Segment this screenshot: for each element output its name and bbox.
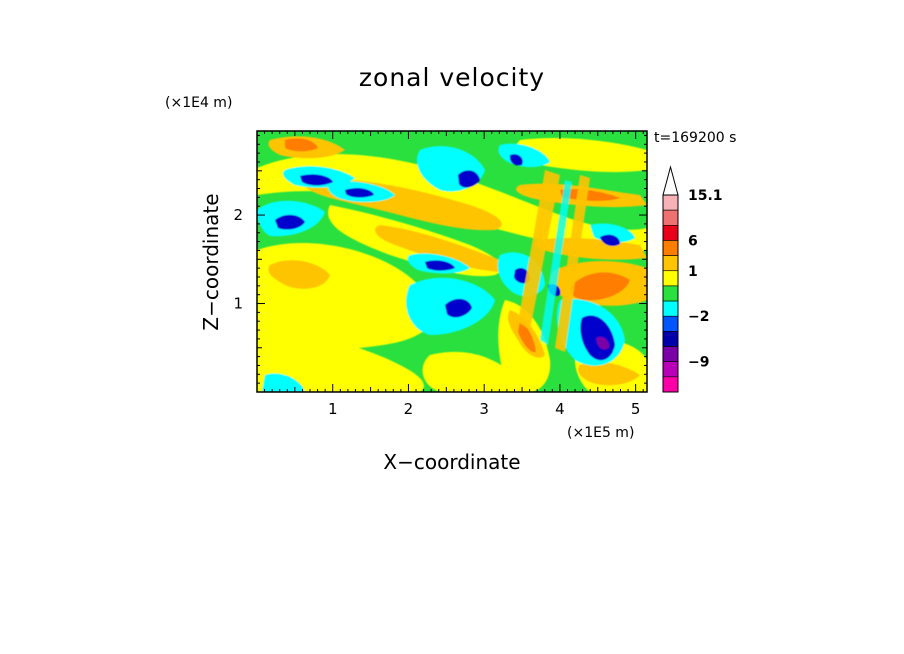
colorbar <box>662 165 679 393</box>
colorbar-swatch <box>662 331 679 347</box>
colorbar-swatch <box>662 346 679 362</box>
colorbar-swatch <box>662 270 679 287</box>
colorbar-swatch <box>662 361 679 378</box>
colorbar-swatch <box>662 376 679 393</box>
colorbar-extension <box>662 165 679 196</box>
x-axis-ticks: 1 2 3 4 5 <box>264 131 644 418</box>
plot-frame <box>256 130 648 393</box>
x-axis-unit: (×1E5 m) <box>567 425 634 441</box>
y-axis-unit: (×1E4 m) <box>165 95 232 111</box>
colorbar-swatch <box>662 209 679 226</box>
x-tick-label: 2 <box>404 400 414 418</box>
colorbar-frame <box>662 194 679 393</box>
x-tick-label: 3 <box>479 400 489 418</box>
x-tick-label: 4 <box>555 400 565 418</box>
y-axis-ticks: 12 <box>233 134 647 384</box>
colorbar-label: 6 <box>688 233 698 249</box>
y-axis-label: Z−coordinate <box>199 193 223 330</box>
colorbar-swatch <box>662 240 679 256</box>
colorbar-swatch <box>662 315 679 332</box>
colorbar-labels: 15.1 6 1 −2 −9 <box>688 188 723 371</box>
colorbar-label: −9 <box>688 355 709 371</box>
colorbar-swatch <box>662 194 679 211</box>
colorbar-label: 15.1 <box>688 188 723 204</box>
x-tick-label: 1 <box>328 400 338 418</box>
x-tick-label: 5 <box>631 400 641 418</box>
colorbar-swatch <box>662 225 679 241</box>
x-axis-label: X−coordinate <box>383 450 520 474</box>
colorbar-label: 1 <box>688 264 698 280</box>
chart-title: zonal velocity <box>359 63 545 92</box>
time-label: t=169200 s <box>654 130 736 146</box>
contour-field <box>257 131 647 392</box>
colorbar-swatch <box>662 300 679 317</box>
y-tick-label: 2 <box>233 206 243 224</box>
colorbar-swatch <box>662 255 679 272</box>
y-tick-label: 1 <box>233 295 243 313</box>
colorbar-swatch <box>662 285 679 302</box>
colorbar-label: −2 <box>688 309 709 325</box>
